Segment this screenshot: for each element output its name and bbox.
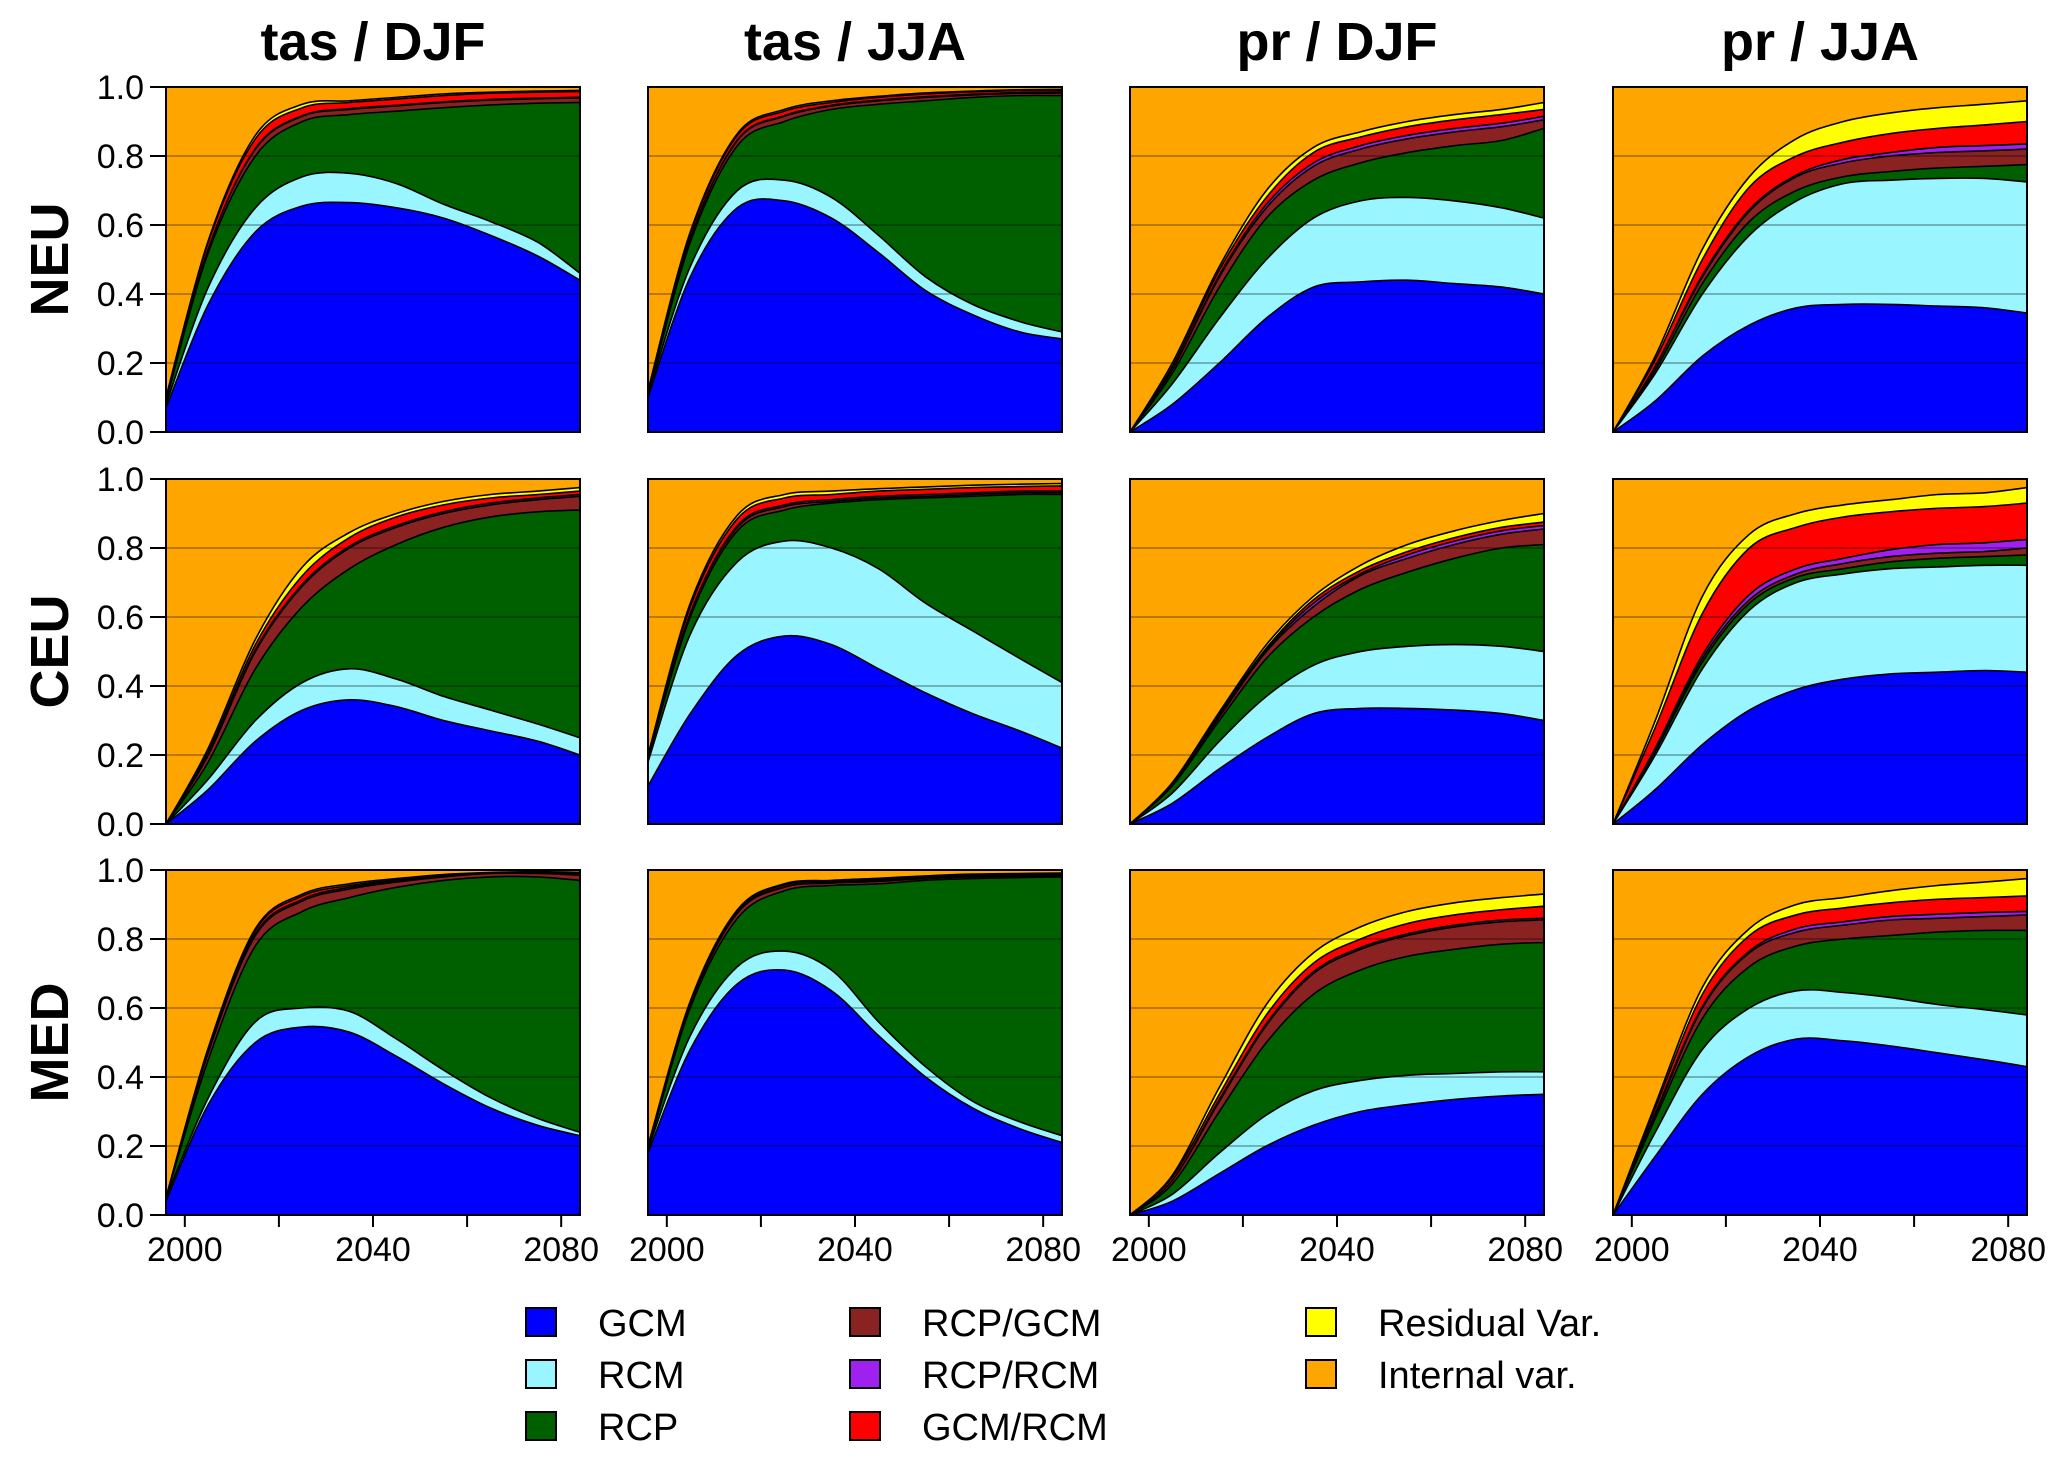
panel-neu-tas-jja [647,86,1063,433]
legend: GCM RCM RCP RCP/GCM RCP/RCM GCM/RCM Residual V… [525,1303,1601,1449]
y-tick-label: 0.4 [97,1059,144,1097]
area-gcm [165,201,581,433]
legend-swatch [1305,1307,1337,1337]
panel-med-tas-jja: 2000 2040 2080 [629,869,1081,1269]
x-tick-label: 2040 [817,1231,893,1269]
legend-swatch [849,1307,881,1337]
panel-frame [1129,478,1545,825]
area-gcm [647,634,1063,825]
panel-neu-tas-djf: 0.0 0.2 0.4 0.6 0.8 1.0 [97,69,581,452]
row-label-ceu: CEU [20,594,80,708]
x-tick-label: 2040 [335,1231,411,1269]
column-titles: tas / DJF tas / JJA pr / DJF pr / JJA [260,12,1919,72]
area-gcm [1612,303,2028,433]
legend-label: Internal var. [1378,1355,1577,1397]
x-tick-label: 2080 [1005,1231,1081,1269]
x-tick-label: 2000 [1594,1231,1670,1269]
panel-frame [647,86,1063,433]
panel-grid: 0.00.20.40.60.81.00.00.20.40.60.81.00.00… [97,69,2046,1269]
legend-swatch [849,1411,881,1441]
panel-med-pr-jja: 2000 2040 2080 [1594,869,2046,1269]
y-tick-label: 1.0 [97,69,144,107]
x-tick-label: 2000 [147,1231,223,1269]
panel-med-pr-djf: 2000 2040 2080 [1111,869,1563,1269]
area-gcm [1612,1037,2028,1216]
panel-frame [1612,86,2028,433]
legend-swatch [525,1307,557,1337]
legend-item-residual-var: Residual Var. [1305,1303,1601,1345]
x-tick-label: 2080 [1487,1231,1563,1269]
panel-neu-pr-jja [1612,86,2028,433]
area-gcm [1612,669,2028,825]
area-gcm [1129,279,1545,433]
column-title-tas-jja: tas / JJA [744,12,966,72]
panel-ceu-tas-jja [647,478,1063,825]
legend-label: RCP [598,1407,678,1449]
x-tick-label: 2000 [1111,1231,1187,1269]
y-tick-label: 0.8 [97,921,144,959]
legend-label: GCM/RCM [922,1407,1108,1449]
y-tick-label: 0.2 [97,345,144,383]
y-tick-label: 0.2 [97,737,144,775]
area-gcm [1129,1093,1545,1216]
column-title-pr-jja: pr / JJA [1721,12,1919,72]
legend-label: RCP/GCM [922,1303,1101,1345]
column-title-pr-djf: pr / DJF [1236,12,1437,72]
x-tick-label: 2040 [1782,1231,1858,1269]
y-tick-label: 0.8 [97,530,144,568]
y-tick-label: 0.0 [97,414,144,452]
y-tick-label: 0.6 [97,599,144,637]
row-label-neu: NEU [20,202,80,316]
legend-swatch [849,1359,881,1389]
y-tick-label: 0.0 [97,806,144,844]
row-label-med: MED [20,983,80,1103]
y-tick-label: 1.0 [97,461,144,499]
legend-label: RCM [598,1355,685,1397]
legend-item-internal-var: Internal var. [1305,1355,1577,1397]
panel-ceu-pr-djf [1129,478,1545,825]
legend-item-rcp-rcm: RCP/RCM [849,1355,1099,1397]
panel-frame [647,478,1063,825]
area-gcm [647,198,1063,433]
legend-label: GCM [598,1303,687,1345]
panel-frame [1129,86,1545,433]
y-tick-label: 0.4 [97,668,144,706]
panel-neu-pr-djf [1129,86,1545,433]
area-gcm [647,968,1063,1216]
area-gcm [165,698,581,825]
y-tick-label: 0.8 [97,138,144,176]
panel-frame [165,478,581,825]
legend-item-rcp-gcm: RCP/GCM [849,1303,1101,1345]
legend-swatch [525,1411,557,1441]
column-title-tas-djf: tas / DJF [260,12,485,72]
legend-label: RCP/RCM [922,1355,1099,1397]
area-gcm [165,1025,581,1216]
y-tick-label: 0.6 [97,990,144,1028]
y-tick-label: 1.0 [97,852,144,890]
legend-item-rcm: RCM [525,1355,685,1397]
legend-item-rcp: RCP [525,1407,678,1449]
legend-item-gcm-rcm: GCM/RCM [849,1407,1108,1449]
panel-ceu-tas-djf: 0.0 0.2 0.4 0.6 0.8 1.0 [97,461,581,844]
legend-item-gcm: GCM [525,1303,687,1345]
legend-swatch [525,1359,557,1389]
panel-med-tas-djf: 0.0 0.2 0.4 0.6 0.8 1.0 2000 2040 2080 [97,852,599,1269]
y-tick-label: 0.2 [97,1128,144,1166]
panel-frame [165,86,581,433]
legend-swatch [1305,1359,1337,1389]
x-tick-label: 2080 [523,1231,599,1269]
legend-label: Residual Var. [1378,1303,1601,1345]
area-gcm [1129,707,1545,825]
x-tick-label: 2000 [629,1231,705,1269]
panel-ceu-pr-jja [1612,478,2028,825]
panel-frame [1612,478,2028,825]
x-tick-label: 2080 [1970,1231,2046,1269]
y-tick-label: 0.4 [97,276,144,314]
x-tick-label: 2040 [1299,1231,1375,1269]
y-tick-label: 0.0 [97,1197,144,1235]
y-tick-label: 0.6 [97,207,144,245]
row-labels: NEU CEU MED [20,202,80,1102]
